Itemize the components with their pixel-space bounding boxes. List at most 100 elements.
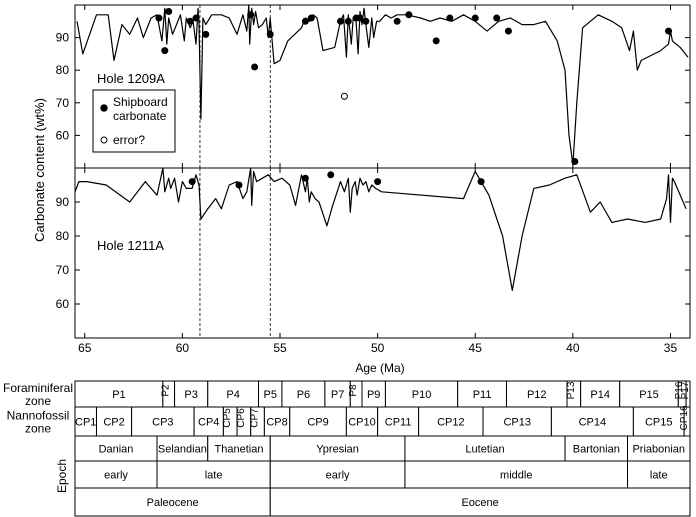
legend-error-label: error? (113, 133, 145, 147)
foraminiferal-zone-cell (207, 380, 260, 408)
nannofossil-zone-cell (345, 406, 379, 437)
y-tick-label: 60 (56, 128, 70, 142)
shipboard-point (202, 30, 210, 38)
x-tick-label: 45 (469, 341, 483, 355)
hole-label: Hole 1209A (97, 71, 165, 86)
subepoch-cell (269, 460, 406, 489)
y-tick-label: 70 (56, 263, 70, 277)
shipboard-point (251, 63, 259, 71)
subepoch-label: early (104, 470, 128, 482)
x-tick-label: 65 (78, 341, 92, 355)
foraminiferal-zone-label: P4 (226, 389, 239, 401)
shipboard-point (307, 14, 315, 22)
stage-cell (269, 435, 406, 462)
foraminiferal-zone-label: P2 (161, 384, 172, 397)
zone-row-title: Nannofossil (7, 409, 70, 423)
stage-label: Danian (99, 444, 134, 456)
stage-label: Selandian (158, 444, 207, 456)
foraminiferal-zone-label: P8 (348, 384, 359, 397)
nannofossil-zone-label: CP15 (645, 417, 673, 429)
nannofossil-zone-cell (131, 406, 195, 437)
x-tick-label: 60 (176, 341, 190, 355)
foraminiferal-zone-cell (281, 380, 326, 408)
stage-label: Bartonian (573, 444, 620, 456)
shipboard-point (165, 8, 173, 16)
legend-shipboard-label-line2: carbonate (113, 109, 167, 123)
nannofossil-zone-label: CP3 (152, 417, 173, 429)
foraminiferal-zone-label: P7 (331, 389, 344, 401)
hole-label: Hole 1211A (97, 238, 164, 253)
zone-row-2: CP1 CP2 CP3 CP4 CP5 CP6 CP7 CP8 CP9 CP10 CP11 CP12 C… (7, 405, 691, 437)
shipboard-point (188, 178, 196, 186)
shipboard-point (186, 17, 194, 25)
y-tick-label: 70 (56, 96, 70, 110)
subepoch-label: late (650, 470, 668, 482)
foraminiferal-zone-label: P13 (566, 381, 577, 399)
shipboard-point (362, 17, 370, 25)
nannofossil-zone-label: CP6 (236, 408, 247, 428)
carbonate-line (76, 4, 689, 166)
subepoch-label: middle (500, 470, 532, 482)
x-tick-label: 55 (273, 341, 287, 355)
shipboard-point (432, 37, 440, 45)
shipboard-point (301, 17, 309, 25)
shipboard-point (192, 14, 200, 22)
shipboard-point (405, 11, 413, 19)
shipboard-point (504, 27, 512, 35)
foraminiferal-zone-label: P3 (184, 389, 197, 401)
nannofossil-zone-label: CP2 (103, 417, 124, 429)
nannofossil-zone-cell (418, 406, 484, 437)
error-point (340, 92, 348, 100)
y-tick-label: 60 (56, 297, 70, 311)
shipboard-point (665, 27, 673, 35)
shipboard-point (393, 17, 401, 25)
subepoch-label: late (205, 470, 223, 482)
nannofossil-zone-label: CP5 (222, 408, 233, 428)
subepoch-cell (156, 460, 271, 489)
nannofossil-zone-label: CP13 (503, 417, 531, 429)
panel-frame (74, 167, 691, 339)
nannofossil-zone-label: CP11 (385, 417, 412, 429)
legend-filled-marker (100, 104, 108, 112)
nannofossil-zone-label: CP9 (307, 417, 328, 429)
x-tick-label: 50 (371, 341, 385, 355)
subepoch-cell (74, 460, 158, 489)
shipboard-point (356, 14, 364, 22)
zone-row-title: zone (25, 394, 51, 408)
carbonate-line (74, 167, 687, 291)
subepoch-cell (627, 460, 691, 489)
zone-row-title: Foraminiferal (3, 381, 73, 395)
shipboard-point (477, 178, 485, 186)
foraminiferal-zone-label: P6 (297, 389, 310, 401)
nannofossil-zone-label: CP16 (679, 405, 690, 430)
foraminiferal-zone-label: P14 (590, 389, 610, 401)
epoch-cell (74, 487, 271, 517)
epoch-label: Paleocene (147, 497, 199, 509)
epoch-cell (269, 487, 691, 517)
foraminiferal-zone-label: P17 (680, 381, 691, 399)
shipboard-point (471, 14, 479, 22)
nannofossil-zone-cell (632, 406, 685, 437)
x-tick-label: 35 (664, 341, 678, 355)
shipboard-point (161, 47, 169, 55)
nannofossil-zone-label: CP14 (579, 417, 607, 429)
shipboard-point (344, 17, 352, 25)
zone-row-1: P1 P2 P3 P4 P5 P6 P7 P8 P9 P10 P11 P12 P13 P14 P15 P16P… (3, 380, 691, 408)
stage-cell (74, 435, 158, 462)
stage-label: Lutetian (465, 444, 504, 456)
nannofossil-zone-cell (263, 406, 291, 437)
stage-label: Priabonian (632, 444, 685, 456)
nannofossil-zone-label: CP8 (266, 417, 287, 429)
y-tick-label: 90 (56, 31, 70, 45)
nannofossil-zone-label: CP4 (198, 417, 219, 429)
foraminiferal-zone-cell (457, 380, 507, 408)
legend-shipboard-label-line1: Shipboard (113, 95, 168, 109)
nannofossil-zone-cell (482, 406, 552, 437)
y-axis-title: Carbonate content (wt%) (32, 98, 47, 242)
stage-cell (564, 435, 629, 462)
foraminiferal-zone-label: P15 (639, 389, 659, 401)
foraminiferal-zone-label: P12 (527, 389, 547, 401)
foraminiferal-zone-cell (174, 380, 209, 408)
